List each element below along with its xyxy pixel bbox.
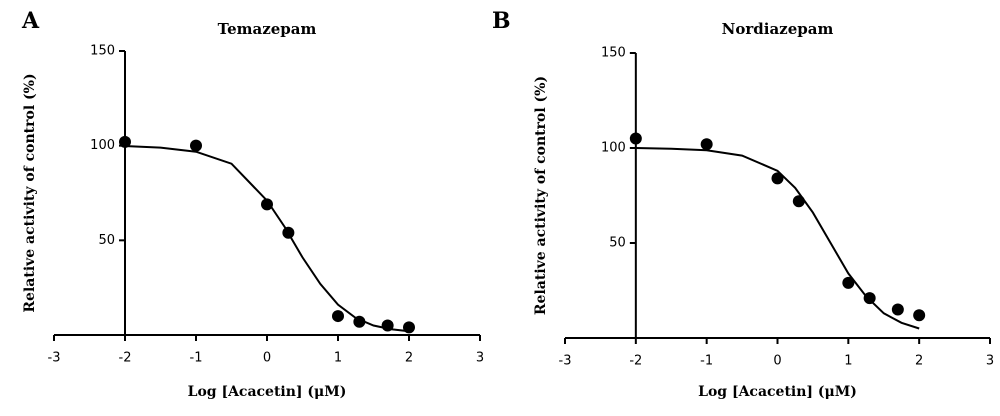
data-point [863,292,876,305]
data-point [792,195,805,208]
data-point [913,309,926,322]
panel-label: B [492,8,511,34]
data-point [282,226,295,239]
y-axis-label: Relative activity of control (%) [533,76,549,315]
y-tick-label: 100 [601,141,626,156]
x-tick-label: 0 [773,354,781,369]
data-point [891,303,904,316]
fit-curve [635,147,920,330]
data-point [700,138,713,151]
chart-title: Nordiazepam [722,20,834,38]
x-tick-label: -3 [559,354,572,369]
fit-curve [124,145,410,333]
x-tick-label: 1 [844,354,852,369]
chart-title: Temazepam [218,20,317,38]
y-tick-label: 50 [609,236,626,251]
x-tick-label: 2 [915,354,923,369]
data-point [119,135,131,148]
data-point [381,319,394,332]
x-axis-label: Log [Acacetin] (μM) [188,384,347,400]
data-point [261,198,273,211]
data-point [771,172,784,185]
y-tick-label: 50 [98,233,115,248]
data-point [629,132,642,145]
chart-panel: B Nordiazepam Log [Acacetin] (μM) Relative … [492,8,994,400]
x-tick-label: 3 [476,351,484,366]
x-tick-label: -2 [119,351,132,366]
y-tick-label: 150 [601,46,626,61]
x-axis-label: Log [Acacetin] (μM) [698,384,857,400]
data-point [332,310,344,323]
data-point [842,276,855,289]
x-tick-label: 0 [263,351,271,366]
chart-panel: A Temazepam Log [Acacetin] (μM) Relative ac… [21,8,484,400]
data-point [353,315,366,328]
x-tick-label: 3 [986,354,994,369]
x-tick-label: -1 [190,351,203,366]
x-tick-label: -3 [48,351,61,366]
x-tick-label: -2 [629,354,642,369]
x-tick-label: 1 [334,351,342,366]
x-tick-label: -1 [700,354,713,369]
data-point [403,321,415,334]
panel-label: A [21,8,40,34]
y-axis-label: Relative activity of control (%) [22,73,38,312]
y-tick-label: 100 [90,138,115,153]
data-point [190,139,202,152]
x-tick-label: 2 [405,351,413,366]
y-tick-label: 150 [90,44,115,59]
